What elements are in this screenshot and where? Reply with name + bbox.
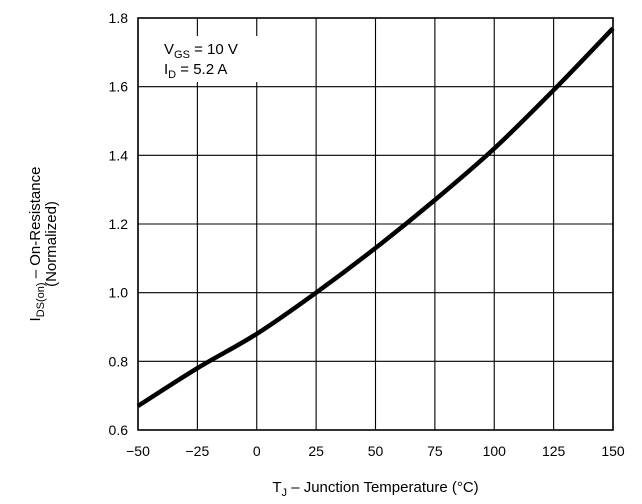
y-tick-label: 1.6 bbox=[109, 79, 129, 95]
x-axis-label-sub: J bbox=[282, 487, 288, 499]
annotation-vgs-main: V bbox=[164, 41, 174, 58]
x-tick-label: 75 bbox=[427, 443, 443, 459]
annotation-vgs-sub: GS bbox=[174, 49, 190, 61]
series-layer bbox=[136, 26, 615, 408]
x-tick-label: 25 bbox=[308, 443, 324, 459]
grid bbox=[137, 17, 614, 431]
y-axis-label-line1: IDS(on) – On-Resistance bbox=[27, 167, 47, 322]
x-axis-label-main: T bbox=[272, 479, 281, 496]
x-tick-label: 0 bbox=[253, 443, 261, 459]
x-tick-label: 125 bbox=[542, 443, 566, 459]
y-tick-label: 1.8 bbox=[109, 10, 129, 26]
x-tick-label: −50 bbox=[126, 443, 150, 459]
annotation-id: ID = 5.2 A bbox=[164, 61, 227, 81]
annotation-id-main: I bbox=[164, 61, 168, 78]
y-axis-label-main: I bbox=[27, 317, 44, 321]
x-tick-label: 100 bbox=[483, 443, 507, 459]
y-tick-label: 1.0 bbox=[109, 285, 129, 301]
annotation-vgs: VGS = 10 V bbox=[164, 41, 238, 61]
y-tick-label: 1.2 bbox=[109, 216, 129, 232]
x-tick-label: −25 bbox=[186, 443, 210, 459]
annotation-id-value: = 5.2 A bbox=[176, 61, 227, 78]
annotation-vgs-value: = 10 V bbox=[190, 41, 238, 58]
y-tick-label: 0.6 bbox=[109, 422, 129, 438]
annotation-background bbox=[160, 36, 272, 82]
annotation-id-sub: D bbox=[168, 69, 176, 81]
y-tick-label: 0.8 bbox=[109, 353, 129, 369]
plot-frame bbox=[137, 17, 614, 431]
x-axis-label-rest: – Junction Temperature (°C) bbox=[287, 479, 479, 496]
y-axis-label-line2: (Normalized) bbox=[43, 201, 60, 287]
y-axis-label-sub: DS(on) bbox=[35, 282, 47, 317]
y-axis-label: IDS(on) – On-Resistance (Normalized) bbox=[27, 167, 60, 322]
annotation-box: VGS = 10 V ID = 5.2 A bbox=[160, 36, 272, 82]
y-tick-label: 1.4 bbox=[109, 147, 129, 163]
x-tick-label: 150 bbox=[601, 443, 625, 459]
tick-labels: −50 −25 0 25 50 75 100 125 150 0.6 0.8 1.0 1.2 1.4 1.6… bbox=[109, 10, 625, 459]
x-tick-label: 50 bbox=[368, 443, 384, 459]
x-axis-label: TJ – Junction Temperature (°C) bbox=[272, 479, 478, 499]
y-axis-label-rest: – On-Resistance bbox=[27, 167, 44, 283]
series-line bbox=[136, 26, 615, 408]
